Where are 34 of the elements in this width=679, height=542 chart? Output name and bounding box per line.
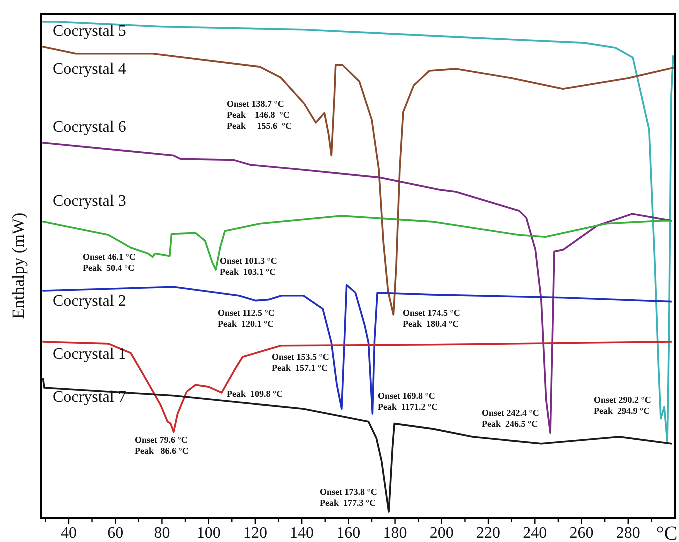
annotation: Peak 109.8 °C bbox=[227, 389, 284, 399]
annotation: Onset 174.5 °C Peak 180.4 °C bbox=[403, 308, 460, 329]
annotation: Onset 138.7 °C Peak 146.8 °C Peak 155.6 °C bbox=[227, 99, 292, 131]
x-tick-label: 220 bbox=[476, 525, 501, 542]
series-label: Cocrystal 1 bbox=[53, 346, 126, 363]
series-label: Cocrystal 5 bbox=[53, 23, 126, 40]
x-tick-label: 140 bbox=[290, 525, 314, 542]
annotation: Onset 79.6 °C Peak 86.6 °C bbox=[135, 435, 189, 456]
x-tick-label: 240 bbox=[523, 525, 548, 542]
x-tick-label: 260 bbox=[570, 525, 594, 542]
annotation: Onset 242.4 °C Peak 246.5 °C bbox=[482, 408, 540, 429]
annotation: Onset 169.8 °C Peak 1171.2 °C bbox=[378, 391, 438, 412]
annotation: Onset 173.8 °C Peak 177.3 °C bbox=[320, 487, 378, 508]
x-tick-label: 160 bbox=[336, 525, 361, 542]
annotation: Onset 112.5 °C Peak 120.1 °C bbox=[218, 308, 275, 329]
series-label: Cocrystal 7 bbox=[53, 389, 126, 406]
annotation: Onset 46.1 °C Peak 50.4 °C bbox=[83, 252, 136, 273]
x-tick-label: 180 bbox=[383, 525, 408, 542]
x-tick-label: 280 bbox=[616, 525, 640, 542]
x-tick-label: 200 bbox=[430, 525, 454, 542]
series-label: Cocrystal 4 bbox=[53, 60, 126, 78]
x-tick-label: 80 bbox=[154, 525, 170, 542]
series-label: Cocrystal 2 bbox=[53, 293, 126, 310]
x-tick-label: 120 bbox=[243, 525, 268, 542]
x-tick-label: 40 bbox=[60, 525, 77, 542]
annotation: Onset 101.3 °C Peak 103.1 °C bbox=[220, 256, 278, 277]
annotation: Onset 153.5 °C Peak 157.1 °C bbox=[272, 352, 330, 373]
annotation: Onset 290.2 °C Peak 294.9 °C bbox=[594, 395, 652, 416]
x-tick-label: 60 bbox=[108, 525, 124, 542]
series-label: Cocrystal 6 bbox=[53, 119, 126, 136]
x-tick-label: 100 bbox=[196, 525, 221, 542]
x-axis-title: °C bbox=[656, 523, 678, 542]
series-label: Cocrystal 3 bbox=[53, 192, 126, 210]
y-axis-title: Enthalpy (mW) bbox=[9, 212, 28, 320]
